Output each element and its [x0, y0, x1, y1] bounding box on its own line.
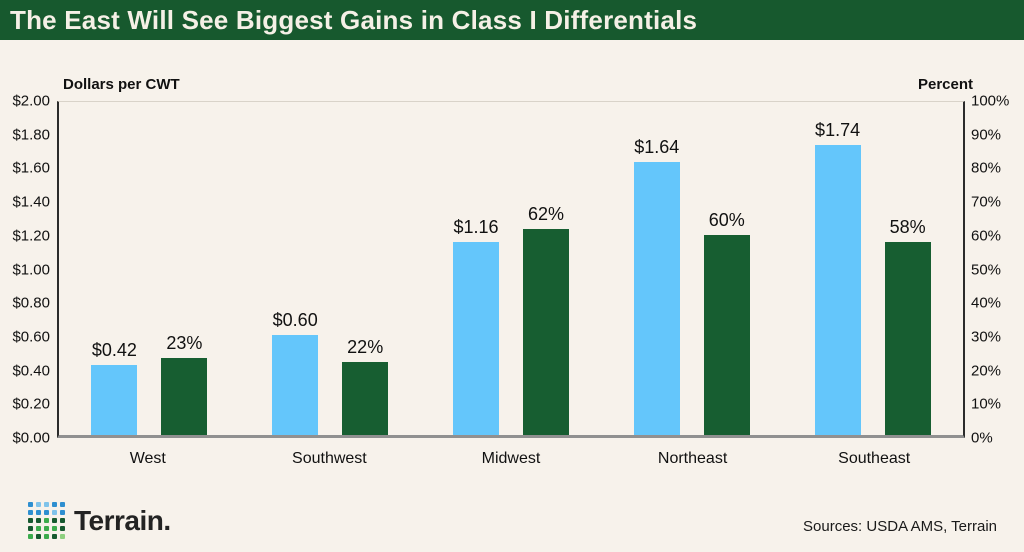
logo-dot	[60, 502, 65, 507]
logo-dot	[60, 534, 65, 539]
axis-tick-label: 100%	[971, 92, 1010, 110]
axis-tick-label: $1.20	[12, 227, 50, 245]
dollars-bar: $0.42	[91, 340, 138, 435]
plot-groups: $0.42 23% $0.60 22% $1.16 62% $1.64 60% $1.74 58%	[59, 102, 963, 435]
bar-value-label: 23%	[166, 333, 203, 354]
bar-value-label: $0.42	[91, 340, 137, 361]
percent-bar: 62%	[522, 204, 569, 435]
right-axis-ticks: 100% 90% 80% 70% 60% 50% 40% 30% 20% 10% 0%	[971, 93, 1021, 447]
logo-dot	[36, 526, 41, 531]
axis-tick-label: 20%	[971, 362, 1002, 380]
sources-note: Sources: USDA AMS, Terrain	[803, 518, 997, 535]
logo-dot	[44, 502, 49, 507]
bar-value-label: $1.64	[634, 136, 680, 157]
terrain-wordmark: Terrain.	[74, 504, 171, 536]
percent-bar: 23%	[161, 333, 208, 435]
bar-group: $1.64 60%	[601, 102, 782, 435]
page-title: The East Will See Biggest Gains in Class…	[10, 4, 698, 35]
logo-dot	[36, 534, 41, 539]
bar-value-label: $1.74	[815, 120, 861, 141]
bar-value-label: 62%	[527, 203, 564, 224]
axis-tick-label: 70%	[971, 193, 1002, 211]
logo-dot	[44, 518, 49, 523]
dollars-bar: $1.64	[633, 137, 680, 435]
chart-title-bar: The East Will See Biggest Gains in Class…	[0, 0, 1024, 40]
axis-tick-label: $0.60	[12, 328, 50, 346]
axis-tick-label: 40%	[971, 294, 1002, 312]
axis-tick-label: 30%	[971, 328, 1002, 346]
bar-value-label: $1.16	[453, 216, 499, 237]
logo-dot	[60, 518, 65, 523]
category-label: Southeast	[838, 450, 911, 467]
terrain-logo-grid-icon	[28, 502, 65, 539]
axis-tick-label: $0.80	[12, 294, 50, 312]
dollars-bar: $1.74	[814, 120, 861, 435]
logo-dot	[52, 518, 57, 523]
plot-area: $0.42 23% $0.60 22% $1.16 62% $1.64 60% $1.74 58%	[57, 101, 965, 438]
logo-dot	[60, 510, 65, 515]
axis-tick-label: $1.00	[12, 261, 50, 278]
bar-group: $0.42 23%	[59, 102, 240, 435]
bar-value-label: 58%	[889, 216, 926, 237]
axis-tick-label: $1.40	[12, 193, 50, 211]
axis-tick-label: $1.80	[12, 126, 50, 144]
logo-dot	[52, 510, 57, 515]
logo-dot	[28, 534, 33, 539]
category-label: Northeast	[657, 450, 728, 467]
logo-dot	[52, 502, 57, 507]
axis-tick-label: $0.40	[12, 362, 50, 380]
axis-tick-label: 80%	[971, 159, 1002, 177]
bar-value-label: $0.60	[272, 310, 318, 331]
logo-dot	[52, 534, 57, 539]
percent-bar: 58%	[884, 217, 931, 435]
logo-dot	[28, 518, 33, 523]
axis-tick-label: $1.60	[12, 159, 50, 177]
logo-dot	[28, 510, 33, 515]
logo-dot	[36, 502, 41, 507]
bar-group: $0.60 22%	[240, 102, 421, 435]
axis-tick-label: 60%	[971, 227, 1002, 245]
logo-dot	[28, 526, 33, 531]
category-label: West	[129, 450, 166, 467]
axis-tick-label: $0.20	[12, 395, 50, 413]
logo-dot	[44, 510, 49, 515]
bar-value-label: 22%	[347, 336, 384, 357]
dollars-bar: $1.16	[452, 217, 499, 435]
bar-group: $1.74 58%	[782, 102, 963, 435]
logo-dot	[52, 526, 57, 531]
logo-dot	[36, 518, 41, 523]
terrain-logo: Terrain.	[28, 502, 171, 539]
logo-dot	[44, 534, 49, 539]
logo-dot	[44, 526, 49, 531]
logo-dot	[28, 502, 33, 507]
dollars-bar: $0.60	[272, 310, 319, 435]
logo-dot	[60, 526, 65, 531]
bar-group: $1.16 62%	[421, 102, 602, 435]
percent-bar: 60%	[703, 210, 750, 435]
axis-tick-label: $0.00	[12, 429, 50, 447]
logo-dot	[36, 510, 41, 515]
percent-bar: 22%	[342, 337, 389, 435]
category-labels: West Southwest Midwest Northeast Southeast	[57, 450, 965, 468]
left-axis-ticks: $2.00 $1.80 $1.60 $1.40 $1.20 $1.00 $0.80 $0.60…	[0, 93, 50, 447]
right-axis-title: Percent	[917, 76, 973, 93]
axis-tick-label: 10%	[971, 395, 1002, 413]
category-label: Southwest	[292, 450, 367, 467]
left-axis-title: Dollars per CWT	[63, 76, 180, 93]
axis-tick-label: $2.00	[12, 92, 50, 110]
axis-tick-label: 0%	[971, 429, 993, 447]
category-label: Midwest	[481, 450, 541, 467]
axis-tick-label: 90%	[971, 126, 1002, 144]
axis-tick-label: 50%	[971, 261, 1002, 278]
bar-value-label: 60%	[708, 210, 745, 231]
